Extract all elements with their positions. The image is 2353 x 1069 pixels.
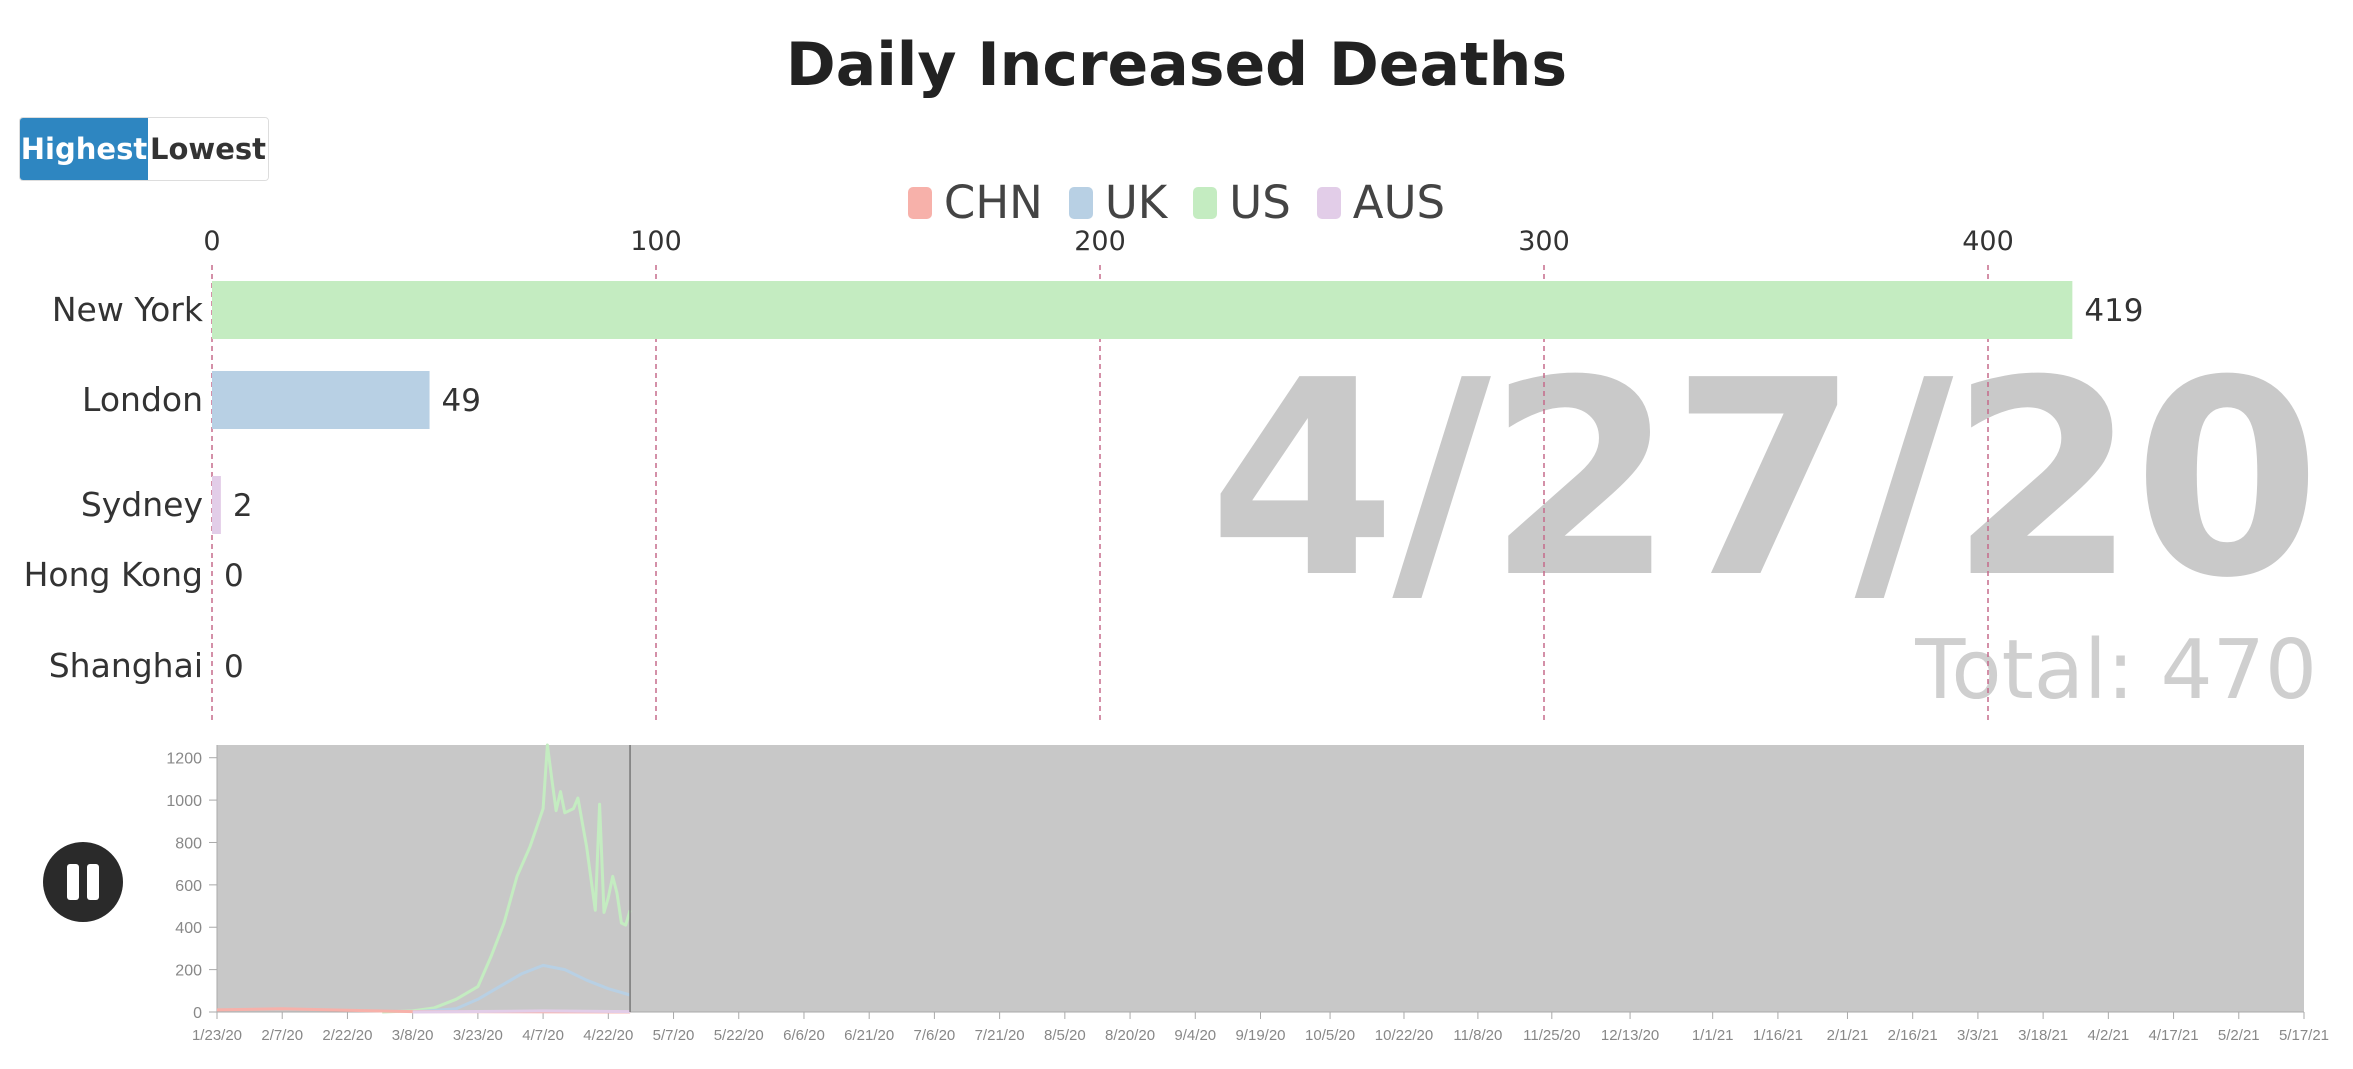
data-label: 49	[442, 383, 481, 419]
category-label: Hong Kong	[24, 555, 203, 594]
data-label: 0	[224, 649, 244, 685]
y-tick-label: 200	[175, 963, 202, 980]
y-tick-label: 600	[175, 878, 202, 895]
x-tick-label: 8/20/20	[1105, 1027, 1155, 1044]
x-tick-label: 3/23/20	[453, 1027, 503, 1044]
bar	[212, 476, 221, 534]
y-tick-label: 800	[175, 835, 202, 852]
x-tick-label: 2/7/20	[261, 1027, 303, 1044]
x-tick-label: 5/17/21	[2279, 1027, 2329, 1044]
x-tick-label: 4/7/20	[522, 1027, 564, 1044]
category-label: Shanghai	[49, 646, 203, 685]
total-label: Total: 470	[1915, 623, 2317, 718]
legend-swatch-chn	[907, 186, 932, 219]
lowest-button[interactable]: Lowest	[148, 118, 268, 180]
x-tick-label: 300	[1518, 226, 1570, 257]
x-tick-label: 5/7/20	[653, 1027, 695, 1044]
x-tick-label: 10/5/20	[1305, 1027, 1355, 1044]
bar	[212, 281, 2073, 339]
sort-toggle: Highest Lowest	[19, 117, 269, 181]
y-tick-label: 1200	[166, 751, 202, 768]
pause-icon-bar	[87, 864, 99, 900]
x-tick-label: 12/13/20	[1601, 1027, 1659, 1044]
legend-label-us: US	[1229, 176, 1291, 229]
pause-button[interactable]	[43, 842, 123, 922]
x-tick-label: 3/8/20	[392, 1027, 434, 1044]
legend-label-chn: CHN	[943, 176, 1043, 229]
bar-chart: 0 100 200 300 400 New York 419 London 49 Sydney 2H…	[24, 226, 2144, 722]
x-tick-label: 9/4/20	[1174, 1027, 1216, 1044]
x-tick-label: 2/22/20	[322, 1027, 372, 1044]
x-tick-label: 5/2/21	[2218, 1027, 2260, 1044]
x-tick-label: 6/21/20	[844, 1027, 894, 1044]
timeline-background	[217, 745, 2304, 1012]
data-label: 419	[2084, 293, 2143, 329]
legend-label-uk: UK	[1104, 176, 1168, 229]
x-tick-label: 0	[203, 226, 220, 257]
x-tick-label: 1/23/20	[192, 1027, 242, 1044]
x-tick-label: 400	[1962, 226, 2014, 257]
x-tick-label: 4/22/20	[583, 1027, 633, 1044]
x-tick-label: 6/6/20	[783, 1027, 825, 1044]
x-tick-label: 9/19/20	[1235, 1027, 1285, 1044]
legend-swatch-uk	[1068, 186, 1093, 219]
legend-item-chn[interactable]: CHN	[907, 176, 1043, 229]
x-tick-label: 11/25/20	[1523, 1027, 1580, 1044]
current-date-label: 4/27/20	[1208, 322, 2321, 637]
x-tick-label: 11/8/20	[1453, 1027, 1502, 1044]
series-line-aus	[412, 1009, 631, 1014]
x-tick-label: 10/22/20	[1375, 1027, 1433, 1044]
x-tick-label: 2/1/21	[1827, 1027, 1869, 1044]
x-tick-label: 1/16/21	[1753, 1027, 1803, 1044]
category-label: London	[82, 380, 203, 419]
legend-swatch-aus	[1316, 186, 1341, 219]
y-tick-label: 1000	[166, 793, 202, 810]
legend-item-aus[interactable]: AUS	[1316, 176, 1446, 229]
x-tick-label: 4/2/21	[2087, 1027, 2129, 1044]
x-tick-label: 4/17/21	[2149, 1027, 2199, 1044]
legend-item-us[interactable]: US	[1193, 176, 1291, 229]
bar	[212, 371, 430, 429]
highest-button[interactable]: Highest	[20, 118, 148, 180]
x-tick-label: 7/21/20	[975, 1027, 1025, 1044]
x-tick-label: 100	[630, 226, 682, 257]
x-tick-label: 1/1/21	[1692, 1027, 1734, 1044]
x-tick-label: 2/16/21	[1888, 1027, 1938, 1044]
legend-label-aus: AUS	[1352, 176, 1446, 229]
legend-swatch-us	[1193, 186, 1218, 219]
chart-title: Daily Increased Deaths	[785, 30, 1568, 100]
x-tick-label: 3/3/21	[1957, 1027, 1999, 1044]
series-line-us	[382, 743, 632, 1014]
data-label: 0	[224, 558, 244, 594]
y-tick-label: 0	[193, 1005, 202, 1022]
legend: CHN UK US AUS	[0, 176, 2353, 229]
data-label: 2	[233, 488, 253, 524]
x-tick-label: 200	[1074, 226, 1126, 257]
x-tick-label: 5/22/20	[714, 1027, 764, 1044]
x-tick-label: 7/6/20	[914, 1027, 956, 1044]
category-label: Sydney	[81, 485, 203, 524]
pause-icon	[67, 864, 79, 900]
x-tick-label: 3/18/21	[2018, 1027, 2068, 1044]
series-line-uk	[412, 963, 631, 1014]
legend-item-uk[interactable]: UK	[1068, 176, 1168, 229]
category-label: New York	[52, 290, 204, 329]
series-line-chn	[216, 1007, 631, 1014]
y-tick-label: 400	[175, 920, 202, 937]
x-tick-label: 8/5/20	[1044, 1027, 1086, 1044]
